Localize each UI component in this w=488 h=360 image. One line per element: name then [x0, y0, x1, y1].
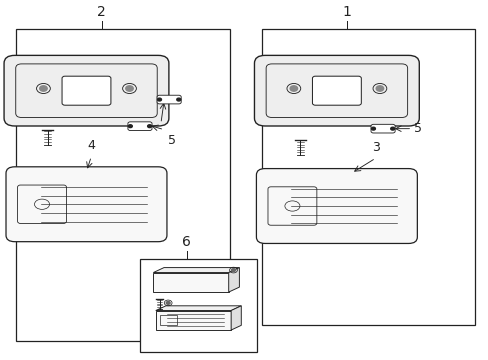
Text: 5: 5: [413, 122, 421, 135]
Bar: [261, 28, 474, 325]
FancyBboxPatch shape: [256, 168, 416, 243]
Bar: [16, 28, 229, 341]
Circle shape: [177, 98, 181, 101]
Circle shape: [231, 269, 235, 271]
Circle shape: [289, 86, 297, 91]
Polygon shape: [156, 306, 241, 311]
FancyBboxPatch shape: [312, 76, 361, 105]
Circle shape: [375, 86, 383, 91]
FancyBboxPatch shape: [128, 122, 152, 131]
Circle shape: [371, 127, 375, 130]
Polygon shape: [228, 267, 239, 292]
Circle shape: [390, 127, 394, 130]
Text: 2: 2: [97, 5, 106, 19]
Text: 5: 5: [167, 134, 175, 147]
Polygon shape: [153, 273, 228, 292]
FancyBboxPatch shape: [157, 95, 181, 104]
Circle shape: [125, 86, 133, 91]
Circle shape: [128, 125, 132, 127]
FancyBboxPatch shape: [62, 76, 111, 105]
FancyBboxPatch shape: [6, 167, 166, 242]
Bar: [160, 315, 177, 325]
Text: 3: 3: [371, 141, 379, 154]
Polygon shape: [156, 311, 231, 330]
Circle shape: [166, 301, 170, 304]
Polygon shape: [153, 267, 239, 273]
FancyBboxPatch shape: [370, 124, 394, 133]
Text: 1: 1: [342, 5, 351, 19]
Polygon shape: [231, 306, 241, 330]
Circle shape: [147, 125, 151, 127]
Text: 4: 4: [87, 139, 95, 152]
FancyBboxPatch shape: [4, 55, 168, 126]
Text: 6: 6: [182, 235, 191, 249]
Circle shape: [157, 98, 161, 101]
FancyBboxPatch shape: [254, 55, 418, 126]
Circle shape: [40, 86, 47, 91]
Bar: [140, 259, 256, 351]
